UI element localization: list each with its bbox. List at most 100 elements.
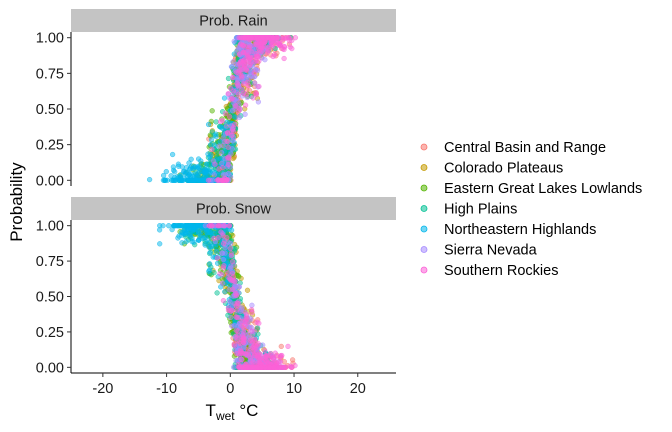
strip-rain-label: Prob. Rain [199, 14, 268, 30]
data-point [241, 49, 247, 55]
data-point [221, 95, 228, 101]
data-point [229, 307, 235, 313]
data-point [250, 359, 256, 365]
data-point [228, 252, 234, 259]
x-tick-label: -20 [92, 381, 113, 397]
data-point [221, 223, 227, 229]
x-tick-label: 10 [286, 381, 302, 397]
y-tick-label: 0.00 [36, 173, 64, 189]
y-tick-label: 0.25 [36, 138, 64, 154]
data-point [219, 250, 225, 256]
data-point [241, 330, 247, 336]
data-point [239, 305, 245, 311]
data-point [225, 270, 231, 276]
y-tick-label: 1.00 [36, 219, 64, 235]
legend-label: High Plains [444, 202, 517, 218]
data-point [222, 110, 229, 117]
data-point [280, 46, 286, 52]
y-tick-label: 0.50 [36, 290, 64, 306]
data-point [292, 35, 299, 41]
data-point [223, 123, 230, 129]
data-point [240, 90, 247, 96]
data-point [235, 91, 242, 97]
y-tick-label: 0.00 [36, 360, 64, 376]
data-point [238, 356, 244, 363]
data-point [244, 312, 250, 318]
data-point [248, 35, 254, 41]
data-point [213, 248, 220, 255]
data-point [250, 54, 256, 61]
data-point [278, 352, 284, 359]
data-point [247, 60, 254, 67]
data-point [217, 271, 223, 277]
data-point [228, 314, 234, 321]
data-point [212, 161, 218, 167]
data-point [202, 242, 208, 248]
data-point [230, 364, 237, 370]
data-point [208, 142, 214, 148]
data-point [225, 161, 231, 168]
y-tick-label: 0.25 [36, 325, 64, 341]
data-point [229, 74, 236, 81]
data-point [244, 348, 251, 355]
data-point [242, 111, 248, 117]
data-point [183, 223, 189, 229]
data-point [260, 35, 266, 41]
data-point [231, 51, 237, 57]
data-point [256, 58, 262, 64]
y-axis-title: Probability [7, 162, 26, 242]
x-axis-title-subscript: wet [215, 409, 235, 423]
data-point [236, 61, 242, 67]
data-point [172, 169, 178, 175]
data-point [264, 49, 271, 55]
data-point [185, 169, 191, 176]
data-point [230, 274, 236, 280]
data-point [231, 323, 238, 329]
data-point [228, 64, 235, 70]
data-point [285, 343, 291, 350]
data-point [249, 328, 255, 334]
data-point [228, 151, 234, 157]
data-point [260, 41, 267, 47]
data-point [188, 156, 194, 162]
data-point [253, 90, 259, 96]
data-point [224, 138, 230, 145]
x-axis-title-unit: °C [235, 401, 259, 420]
data-point [194, 177, 200, 183]
legend-label: Sierra Nevada [444, 243, 538, 259]
rain-panel-points [146, 35, 299, 183]
data-point [230, 259, 236, 265]
data-point [205, 177, 212, 183]
data-point [233, 327, 239, 334]
data-point [208, 229, 214, 236]
data-point [255, 341, 261, 347]
data-point [172, 223, 178, 229]
data-point [269, 44, 275, 50]
data-point [191, 239, 197, 245]
legend-label: Colorado Plateaus [444, 161, 563, 177]
data-point [229, 107, 236, 114]
data-point [227, 299, 233, 305]
data-point [146, 176, 153, 183]
data-point [249, 364, 255, 370]
data-point [162, 177, 169, 183]
data-point [241, 325, 247, 332]
data-point [179, 164, 185, 170]
data-point [287, 44, 293, 50]
data-point [237, 340, 243, 347]
data-point [211, 172, 217, 178]
y-tick-label: 0.75 [36, 254, 64, 270]
data-point [214, 255, 221, 261]
strip-snow-label: Prob. Snow [196, 202, 271, 218]
data-point [209, 146, 215, 153]
data-point [219, 280, 226, 286]
data-point [205, 121, 212, 128]
data-point [252, 80, 258, 86]
data-point [255, 99, 262, 105]
data-point [218, 149, 225, 156]
data-point [233, 290, 239, 297]
data-point [278, 343, 284, 350]
legend-key [420, 225, 428, 233]
legend-key [420, 205, 428, 212]
